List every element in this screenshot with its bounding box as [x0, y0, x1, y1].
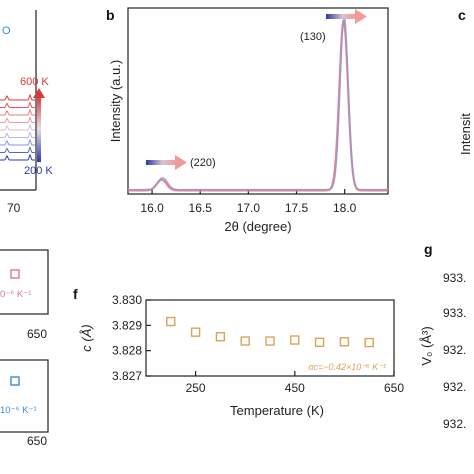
panel-f-y-tick-label: 3.830	[112, 293, 142, 307]
panel-a-traces	[0, 93, 35, 161]
panel-e-top-x-tick: 650	[27, 327, 47, 341]
panel-b-x-tick-label: 17.5	[285, 201, 309, 215]
panel-g-letter: g	[424, 241, 433, 257]
panel-c-y-axis-label-fragment: Intensit	[458, 113, 473, 155]
panel-a-legend-fragment: O	[2, 25, 11, 37]
panel-g-y-tick: 932.	[443, 380, 466, 394]
panel-b-x-tick-label: 16.0	[140, 201, 164, 215]
panel-f-y-tick-label: 3.827	[112, 369, 142, 383]
panel-b-x-tick-label: 17.0	[237, 201, 261, 215]
panel-f: f 3.827 3.828 3.829 3.830 250 450 650 c (Å) T…	[73, 286, 404, 418]
panel-f-frame	[145, 299, 395, 377]
panel-f-data-point	[166, 316, 176, 327]
panel-a-trace	[0, 108, 35, 116]
panel-e-bottom-marker	[10, 376, 20, 386]
panel-f-data-point	[314, 337, 325, 348]
panel-a-trace	[0, 116, 35, 123]
panel-a-trace	[0, 101, 35, 108]
panel-g-y-tick: 932.	[443, 417, 466, 431]
panel-f-y-tick-label: 3.829	[112, 318, 142, 332]
panel-f-y-ticks: 3.827 3.828 3.829 3.830	[112, 293, 151, 383]
panel-g-y-tick: 933.	[443, 306, 466, 320]
panel-f-x-tick-label: 450	[285, 381, 305, 395]
panel-f-y-axis-label: c (Å)	[79, 324, 94, 351]
panel-a-trace	[0, 131, 35, 138]
panel-b-series-pink	[127, 19, 389, 192]
panel-e-top-marker	[10, 269, 20, 279]
peak-130-label: (130)	[300, 31, 326, 43]
right-strip: c Intensit g V₀ (Å³) 933. 933. 932. 932.…	[419, 7, 473, 431]
panel-e-bottom-x-tick: 650	[27, 434, 47, 448]
temperature-gradient-arrow-head	[33, 88, 45, 98]
panel-a-x-tick: 70	[7, 201, 21, 215]
panel-f-data-point	[215, 332, 226, 342]
peak-130-arrow-head	[355, 9, 367, 24]
panel-e-top-coefficient: 0⁻⁶ K⁻¹	[0, 289, 31, 300]
temperature-low-label: 200 K	[24, 165, 53, 177]
panel-g-y-tick: 932.	[443, 343, 466, 357]
panel-f-y-tick-label: 3.828	[112, 344, 142, 358]
panel-b: b 16.0 16.5 17.0 17.5 18.0 Intensity (a.u.) …	[106, 7, 389, 234]
peak-130-arrow-shaft	[326, 14, 356, 19]
left-strip: O 600 K 200 K 70 0⁻⁶ K⁻¹ 650 10⁻⁶ K⁻¹ 65…	[0, 10, 53, 448]
peak-220-label: (220)	[190, 157, 216, 169]
peak-220-arrow-shaft	[146, 160, 176, 165]
panel-b-x-ticks: 16.0 16.5 17.0 17.5 18.0	[140, 189, 357, 215]
peak-220-arrow-head	[175, 155, 187, 170]
panel-f-data-point	[364, 337, 374, 348]
panel-f-data-point	[265, 336, 275, 346]
panel-f-x-axis-label: Temperature (K)	[230, 403, 324, 418]
temperature-gradient-arrow-shaft	[37, 96, 41, 162]
panel-f-x-ticks: 250 450 650	[186, 371, 404, 395]
temperature-high-label: 600 K	[20, 76, 49, 88]
panel-g-y-tick: 933.	[443, 271, 466, 285]
panel-a-trace	[0, 153, 35, 161]
panel-b-x-tick-label: 16.5	[189, 201, 213, 215]
panel-a-trace	[0, 93, 35, 101]
panel-e-top-box	[0, 249, 49, 315]
panel-a-trace	[0, 146, 35, 153]
panel-b-letter: b	[106, 7, 115, 23]
panel-f-data-point	[339, 337, 350, 347]
panel-f-letter: f	[73, 286, 78, 302]
panel-f-x-tick-label: 250	[186, 381, 206, 395]
panel-e-bottom-box	[0, 359, 49, 433]
panel-b-y-axis-label: Intensity (a.u.)	[108, 60, 123, 142]
panel-a-trace	[0, 123, 35, 131]
panel-b-x-tick-label: 18.0	[333, 201, 357, 215]
panel-f-points	[166, 316, 374, 348]
panel-f-coefficient: αc=−0.42×10⁻⁶ K⁻¹	[308, 362, 386, 372]
panel-c-letter: c	[458, 7, 466, 23]
panel-f-data-point	[290, 335, 300, 345]
panel-f-data-point	[240, 336, 250, 346]
panel-e-bottom-coefficient: 10⁻⁶ K⁻¹	[0, 405, 37, 416]
panel-b-x-axis-label: 2θ (degree)	[224, 219, 291, 234]
panel-b-frame	[127, 7, 389, 195]
panel-g-y-axis-label: V₀ (Å³)	[419, 326, 434, 365]
panel-f-x-tick-label: 650	[384, 381, 404, 395]
panel-f-data-point	[190, 327, 201, 337]
panel-a-trace	[0, 138, 35, 146]
